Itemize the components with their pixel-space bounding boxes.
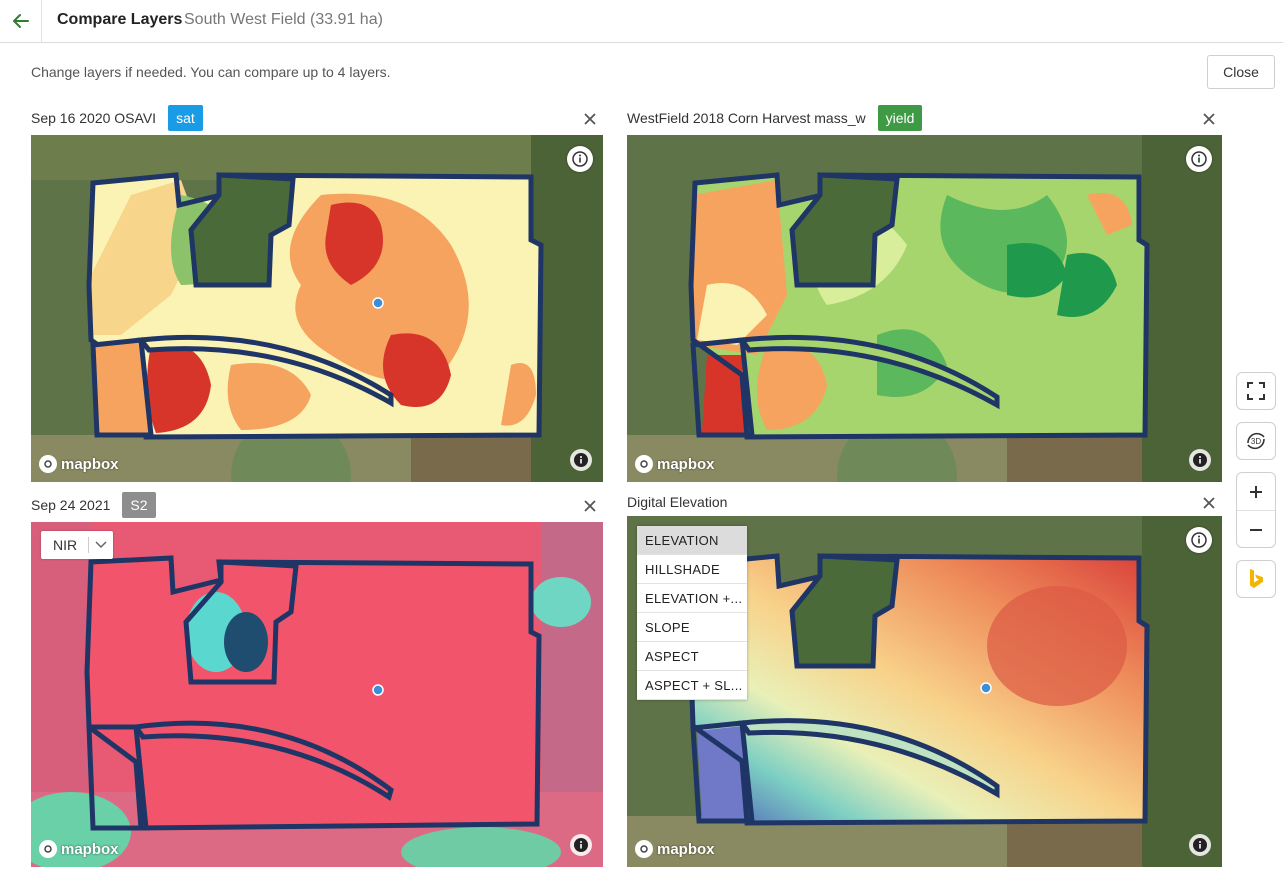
info-icon xyxy=(1191,532,1207,548)
yield-map-canvas xyxy=(627,135,1222,482)
field-name: South West Field (33.91 ha) xyxy=(184,11,383,28)
layer-title: Digital Elevation xyxy=(627,494,728,510)
bing-icon xyxy=(1250,569,1263,588)
mapbox-attribution: mapbox xyxy=(635,840,715,858)
mapbox-attribution: mapbox xyxy=(635,455,715,473)
zoom-control xyxy=(1236,472,1276,548)
fit-bounds-button[interactable] xyxy=(1236,372,1276,410)
menu-item-hillshade[interactable]: HILLSHADE xyxy=(637,555,747,584)
layer-badge: yield xyxy=(877,105,923,131)
menu-item-aspect[interactable]: ASPECT xyxy=(637,642,747,671)
divider xyxy=(88,537,89,553)
mapbox-attribution: mapbox xyxy=(39,455,119,473)
info-icon xyxy=(572,151,588,167)
map-osavi[interactable]: mapbox xyxy=(31,135,603,482)
layer-title: Sep 16 2020 OSAVI xyxy=(31,110,157,126)
map-elevation[interactable]: ELEVATION HILLSHADE ELEVATION +... SLOPE… xyxy=(627,516,1222,867)
mapbox-logo-icon xyxy=(39,455,57,473)
attribution-info-button[interactable] xyxy=(1189,449,1211,471)
menu-item-elevation[interactable]: ELEVATION xyxy=(637,526,747,555)
panel-header-osavi: Sep 16 2020 OSAVI sat xyxy=(31,105,203,131)
remove-layer-button[interactable] xyxy=(580,496,600,516)
panel-header-s2: Sep 24 2021 S2 xyxy=(31,492,156,518)
mapbox-logo-icon xyxy=(635,455,653,473)
zoom-in-button[interactable] xyxy=(1237,473,1275,511)
mapbox-logo-icon xyxy=(635,840,653,858)
layer-info-button[interactable] xyxy=(1186,527,1212,553)
plus-icon xyxy=(1250,485,1262,498)
elevation-layer-menu: ELEVATION HILLSHADE ELEVATION +... SLOPE… xyxy=(637,526,747,700)
elevation-map-canvas xyxy=(627,516,1222,867)
attribution-info-button[interactable] xyxy=(1189,834,1211,856)
band-select[interactable]: NIR xyxy=(41,531,113,559)
nir-map-canvas xyxy=(31,522,603,867)
info-icon xyxy=(1191,151,1207,167)
top-bar: Compare Layers South West Field (33.91 h… xyxy=(0,0,1283,43)
menu-item-aspect-slope[interactable]: ASPECT + SL... xyxy=(637,671,747,700)
panel-header-yield: WestField 2018 Corn Harvest mass_w yield xyxy=(627,105,923,131)
page-title: Compare Layers xyxy=(57,11,183,28)
svg-text:3D: 3D xyxy=(1251,437,1261,446)
attribution-info-button[interactable] xyxy=(570,449,592,471)
menu-item-slope[interactable]: SLOPE xyxy=(637,613,747,642)
chevron-down-icon xyxy=(95,541,107,549)
remove-layer-button[interactable] xyxy=(1199,109,1219,129)
mapbox-label: mapbox xyxy=(61,840,119,858)
close-icon xyxy=(584,500,596,512)
layer-info-button[interactable] xyxy=(567,146,593,172)
close-icon xyxy=(584,113,596,125)
attribution-info-button[interactable] xyxy=(570,834,592,856)
map-yield[interactable]: mapbox xyxy=(627,135,1222,482)
tilt-3d-button[interactable]: 3D xyxy=(1236,422,1276,460)
back-button[interactable] xyxy=(0,0,42,42)
info-icon xyxy=(1193,453,1207,467)
close-icon xyxy=(1203,113,1215,125)
remove-layer-button[interactable] xyxy=(1199,493,1219,513)
remove-layer-button[interactable] xyxy=(580,109,600,129)
band-select-value: NIR xyxy=(53,537,78,553)
mapbox-label: mapbox xyxy=(657,455,715,473)
info-icon xyxy=(574,453,588,467)
osavi-map-canvas xyxy=(31,135,603,482)
info-icon xyxy=(1193,838,1207,852)
zoom-out-button[interactable] xyxy=(1237,511,1275,549)
close-icon xyxy=(1203,497,1215,509)
arrow-left-icon xyxy=(12,14,29,28)
layer-title: WestField 2018 Corn Harvest mass_w xyxy=(627,110,866,126)
layer-badge: sat xyxy=(168,105,203,131)
mapbox-attribution: mapbox xyxy=(39,840,119,858)
mapbox-label: mapbox xyxy=(657,840,715,858)
layer-info-button[interactable] xyxy=(1186,146,1212,172)
close-button[interactable]: Close xyxy=(1207,55,1275,89)
menu-item-elevation-plus[interactable]: ELEVATION +... xyxy=(637,584,747,613)
mapbox-logo-icon xyxy=(39,840,57,858)
layer-badge: S2 xyxy=(122,492,156,518)
bing-basemap-button[interactable] xyxy=(1236,560,1276,598)
panel-header-elevation: Digital Elevation xyxy=(627,489,727,515)
3d-icon: 3D xyxy=(1247,432,1265,450)
map-s2-nir[interactable]: NIR mapbox xyxy=(31,522,603,867)
mapbox-label: mapbox xyxy=(61,455,119,473)
instruction-text: Change layers if needed. You can compare… xyxy=(31,64,391,80)
minus-icon xyxy=(1250,529,1262,531)
layer-title: Sep 24 2021 xyxy=(31,497,111,513)
fullscreen-fit-icon xyxy=(1247,382,1265,400)
info-icon xyxy=(574,838,588,852)
